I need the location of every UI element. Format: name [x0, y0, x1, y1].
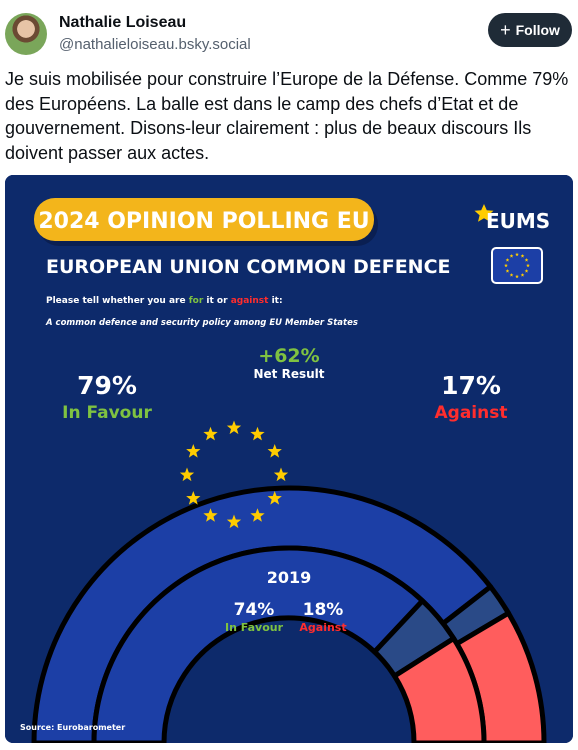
against-2024-value: 17%: [441, 371, 501, 400]
net-result-label: Net Result: [253, 367, 324, 381]
flag-star-icon: [524, 258, 529, 262]
against-2019-label: Against: [299, 621, 346, 634]
flag-star-icon: [520, 273, 525, 277]
flag-star-icon: [509, 273, 514, 277]
eu-star-icon: [250, 508, 265, 522]
year-2019-label: 2019: [267, 568, 312, 587]
hemicycle-chart: [31, 485, 547, 743]
flag-star-icon: [520, 253, 525, 258]
favour-2024-value: 79%: [77, 371, 137, 400]
flag-star-icon: [505, 269, 510, 273]
eu-star-icon: [273, 467, 289, 482]
infographic-title: EUROPEAN UNION COMMON DEFENCE: [46, 256, 451, 278]
net-result-value: +62%: [258, 345, 319, 367]
author-handle[interactable]: @nathalieloiseau.bsky.social: [59, 36, 251, 53]
eu-star-icon: [267, 444, 282, 458]
favour-2024-label: In Favour: [62, 403, 152, 423]
eu-star-icon: [179, 467, 195, 482]
eu-star-icon: [226, 420, 242, 435]
subject-text: A common defence and security policy amo…: [45, 318, 358, 328]
svg-text:EUMS: EUMS: [486, 209, 550, 233]
badge-text: 2024 OPINION POLLING EU: [38, 209, 369, 234]
eu-star-icon: [226, 514, 242, 529]
eu-star-icon: [203, 508, 218, 522]
follow-label: Follow: [515, 22, 560, 38]
eu-star-icon: [186, 444, 201, 458]
eu-stars-icon: [179, 420, 289, 529]
favour-2019-value: 74%: [234, 600, 275, 620]
plus-icon: +: [500, 20, 511, 40]
opinion-poll-infographic: 2024 OPINION POLLING EU EUMS EUROPEAN UN…: [5, 175, 573, 743]
against-2024-label: Against: [435, 403, 508, 423]
flag-star-icon: [515, 274, 519, 279]
flag-star-icon: [509, 253, 514, 258]
eums-logo: EUMS: [474, 204, 550, 233]
question-text: Please tell whether you are for it or ag…: [46, 296, 283, 306]
avatar[interactable]: [5, 13, 47, 55]
eu-flag-icon: [491, 247, 543, 284]
post-image[interactable]: 2024 OPINION POLLING EU EUMS EUROPEAN UN…: [5, 175, 573, 743]
eu-star-icon: [203, 426, 218, 441]
flag-star-icon: [504, 263, 508, 268]
post-header: Nathalie Loiseau @nathalieloiseau.bsky.s…: [0, 0, 578, 66]
flag-star-icon: [524, 269, 529, 273]
title-badge: [34, 198, 374, 241]
against-2019-value: 18%: [303, 600, 344, 620]
flag-star-icon: [515, 252, 519, 257]
logo-star-icon: [474, 204, 494, 222]
eu-star-icon: [267, 491, 282, 505]
source-text: Source: Eurobarometer: [20, 723, 125, 732]
eu-star-icon: [186, 491, 201, 505]
favour-2019-label: In Favour: [225, 621, 284, 634]
eu-star-icon: [250, 426, 265, 441]
flag-star-icon: [505, 258, 510, 262]
author-name[interactable]: Nathalie Loiseau: [59, 14, 187, 31]
arc-2019-against: [392, 636, 487, 743]
arc-2019-favour: [91, 545, 425, 743]
post-text: Je suis mobilisée pour construire l’Euro…: [5, 69, 569, 163]
flag-star-icon: [526, 263, 530, 268]
follow-button[interactable]: + Follow: [488, 13, 572, 47]
